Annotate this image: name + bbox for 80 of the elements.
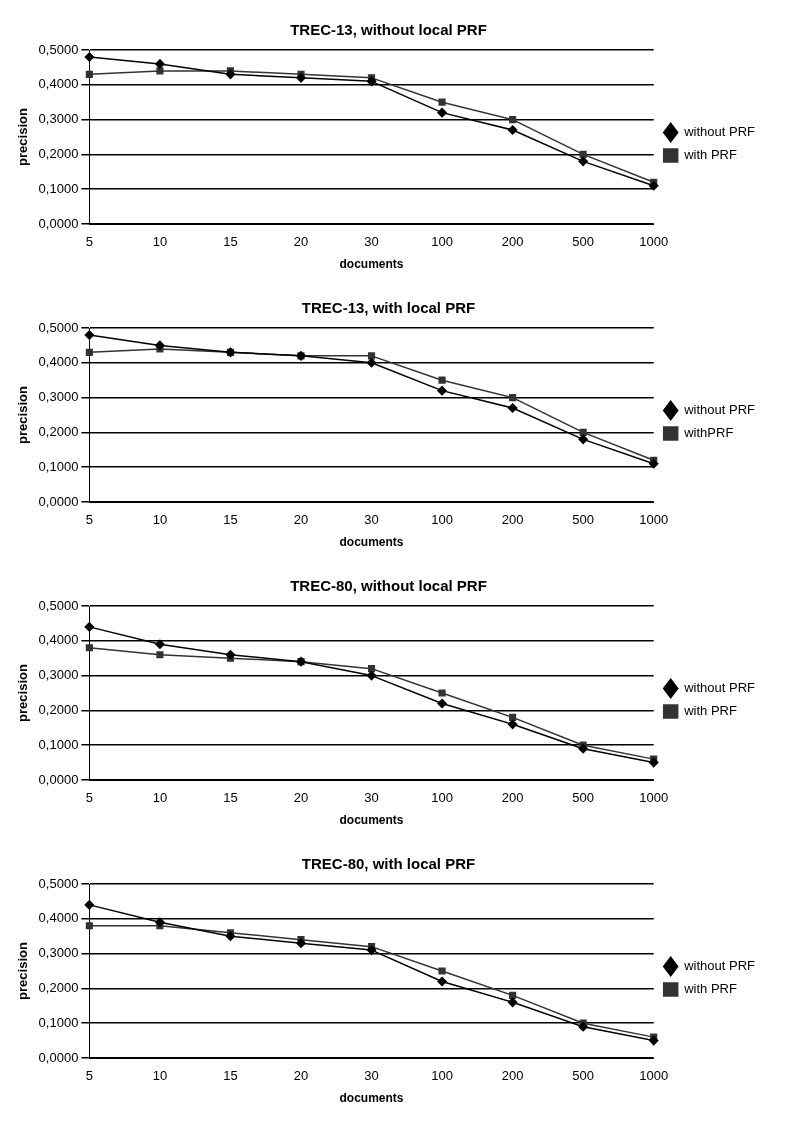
y-tick-label: 0,5000 xyxy=(38,319,79,335)
y-tick-label: 0,3000 xyxy=(38,389,79,405)
y-tick-label: 0,2000 xyxy=(38,145,79,161)
chart-title: TREC-80, without local PRF xyxy=(290,577,487,595)
x-tick-label: 15 xyxy=(223,790,238,806)
x-tick-label: 200 xyxy=(501,512,524,528)
x-tick-label: 200 xyxy=(501,790,524,806)
y-tick-label: 0,1000 xyxy=(38,458,79,474)
x-tick-label: 200 xyxy=(501,234,524,250)
y-tick-label: 0,5000 xyxy=(38,875,79,891)
x-tick-label: 5 xyxy=(85,1068,93,1084)
legend-label: withPRF xyxy=(683,425,734,441)
x-tick-label: 15 xyxy=(223,1068,238,1084)
y-axis-title: precision xyxy=(15,108,31,166)
y-tick-label: 0,2000 xyxy=(38,979,79,995)
x-tick-label: 10 xyxy=(152,512,168,528)
x-tick-label: 5 xyxy=(85,234,93,250)
chart-title: TREC-13, with local PRF xyxy=(301,299,476,317)
x-tick-label: 100 xyxy=(431,1068,453,1084)
y-axis-title: precision xyxy=(15,386,31,444)
y-tick-label: 0,3000 xyxy=(38,111,79,127)
x-tick-label: 20 xyxy=(293,790,309,806)
y-tick-label: 0,4000 xyxy=(38,632,79,648)
x-tick-label: 1000 xyxy=(639,512,669,528)
chart-title: TREC-13, without local PRF xyxy=(290,21,487,39)
x-tick-label: 200 xyxy=(501,1068,524,1084)
y-tick-label: 0,4000 xyxy=(38,910,79,926)
legend-label: without PRF xyxy=(683,402,756,418)
y-tick-label: 0,0000 xyxy=(38,1049,79,1065)
x-tick-label: 20 xyxy=(293,234,309,250)
x-tick-label: 10 xyxy=(152,234,168,250)
y-tick-label: 0,4000 xyxy=(38,76,79,92)
y-axis-title: precision xyxy=(15,942,31,1000)
x-tick-label: 30 xyxy=(364,234,379,250)
y-tick-label: 0,1000 xyxy=(38,180,79,196)
x-tick-label: 5 xyxy=(85,790,93,806)
legend-label: without PRF xyxy=(683,124,756,140)
x-tick-label: 1000 xyxy=(639,790,669,806)
x-tick-label: 500 xyxy=(572,234,595,250)
y-tick-label: 0,3000 xyxy=(38,945,79,961)
x-tick-label: 30 xyxy=(364,1068,379,1084)
y-tick-label: 0,0000 xyxy=(38,215,79,231)
y-tick-label: 0,0000 xyxy=(38,493,79,509)
x-tick-label: 500 xyxy=(572,512,595,528)
x-tick-label: 1000 xyxy=(639,1068,669,1084)
x-tick-label: 20 xyxy=(293,512,309,528)
y-tick-label: 0,1000 xyxy=(38,736,79,752)
chart-title: TREC-80, with local PRF xyxy=(301,855,476,873)
x-tick-label: 100 xyxy=(431,234,453,250)
x-tick-label: 15 xyxy=(223,512,238,528)
x-tick-label: 500 xyxy=(572,1068,595,1084)
y-axis-title: precision xyxy=(15,664,31,722)
legend-label: with PRF xyxy=(683,703,737,719)
legend-label: without PRF xyxy=(683,680,756,696)
y-tick-label: 0,5000 xyxy=(38,41,79,57)
x-axis-title: documents xyxy=(339,535,404,550)
x-tick-label: 100 xyxy=(431,790,453,806)
x-tick-label: 10 xyxy=(152,1068,168,1084)
x-tick-label: 1000 xyxy=(639,234,669,250)
y-tick-label: 0,1000 xyxy=(38,1014,79,1030)
x-tick-label: 30 xyxy=(364,790,379,806)
y-tick-label: 0,4000 xyxy=(38,354,79,370)
y-tick-label: 0,2000 xyxy=(38,701,79,717)
x-tick-label: 20 xyxy=(293,1068,309,1084)
x-tick-label: 10 xyxy=(152,790,168,806)
legend-label: without PRF xyxy=(683,958,756,974)
x-axis-title: documents xyxy=(339,813,404,828)
x-axis-title: documents xyxy=(339,1091,404,1106)
x-tick-label: 100 xyxy=(431,512,453,528)
x-tick-label: 15 xyxy=(223,234,238,250)
x-tick-label: 5 xyxy=(85,512,93,528)
legend-label: with PRF xyxy=(683,981,737,997)
legend-label: with PRF xyxy=(683,147,737,163)
x-tick-label: 500 xyxy=(572,790,595,806)
x-tick-label: 30 xyxy=(364,512,379,528)
y-tick-label: 0,5000 xyxy=(38,597,79,613)
y-tick-label: 0,2000 xyxy=(38,423,79,439)
y-tick-label: 0,0000 xyxy=(38,771,79,787)
x-axis-title: documents xyxy=(339,257,404,272)
y-tick-label: 0,3000 xyxy=(38,667,79,683)
